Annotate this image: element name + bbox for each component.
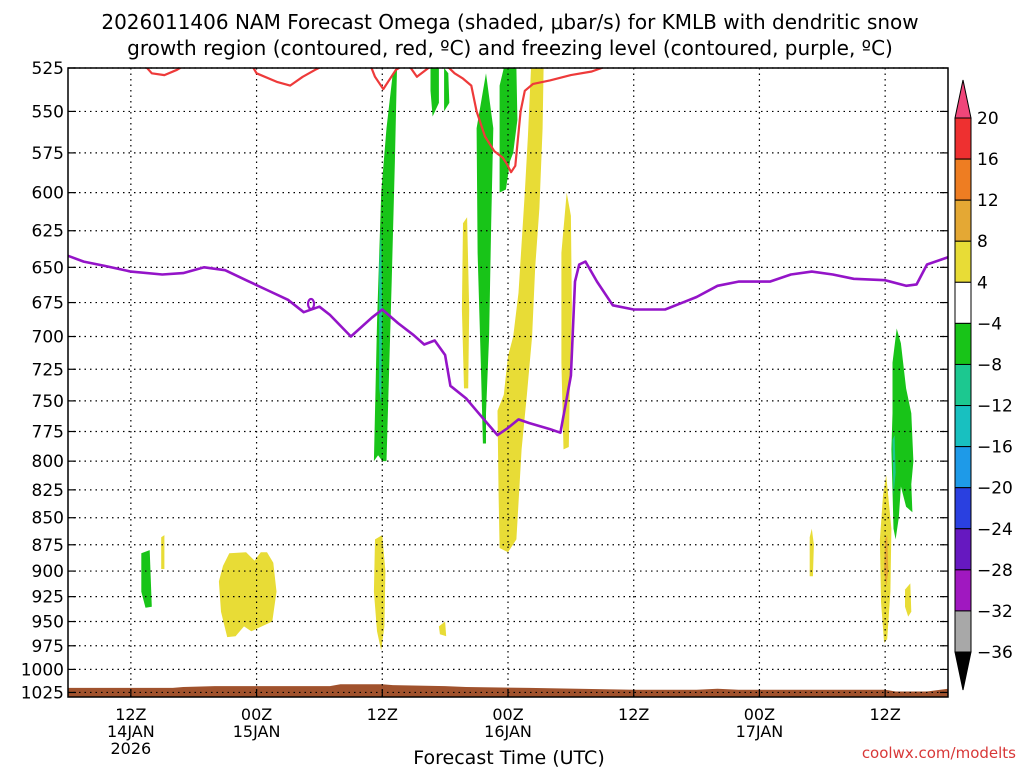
x-tick-label: 15JAN bbox=[233, 722, 281, 741]
x-tick-label: 2026 bbox=[110, 739, 151, 758]
colorbar-swatch bbox=[954, 158, 972, 201]
colorbar-swatch bbox=[954, 240, 972, 283]
y-tick-label: 725 bbox=[32, 360, 64, 380]
chart-title: 2026011406 NAM Forecast Omega (shaded, μ… bbox=[101, 10, 918, 60]
freezing-level-loop bbox=[306, 297, 316, 311]
colorbar-label: 12 bbox=[977, 191, 999, 211]
y-tick-label: 625 bbox=[32, 222, 64, 242]
x-tick-label: 17JAN bbox=[736, 722, 784, 741]
colorbar-label: −28 bbox=[977, 561, 1013, 581]
dendritic-growth-contour bbox=[447, 68, 605, 174]
omega-cell-yellow bbox=[905, 583, 912, 617]
y-tick-label: 1000 bbox=[21, 660, 64, 680]
colorbar-swatch bbox=[954, 446, 972, 489]
chart-title-line-2: growth region (contoured, red, ºC) and f… bbox=[127, 36, 893, 60]
y-tick-label: 700 bbox=[32, 328, 64, 348]
colorbar-label: −8 bbox=[977, 355, 1002, 375]
colorbar-bottom-arrow bbox=[954, 651, 972, 691]
y-tick-label: 550 bbox=[32, 102, 64, 122]
x-tick-label: 16JAN bbox=[484, 722, 532, 741]
y-tick-label: 600 bbox=[32, 184, 64, 204]
x-tick-label: 12Z bbox=[115, 705, 146, 724]
y-tick-label: 775 bbox=[32, 423, 64, 443]
credit-text: coolwx.com/modelts bbox=[862, 744, 1016, 762]
colorbar-swatch bbox=[954, 405, 972, 448]
colorbar-swatch bbox=[954, 117, 972, 160]
omega-cell-green bbox=[891, 328, 914, 540]
colorbar-swatch bbox=[954, 528, 972, 571]
x-tick-label: 12Z bbox=[618, 705, 649, 724]
colorbar-label: −36 bbox=[977, 643, 1013, 663]
omega-cell-yellow bbox=[161, 535, 165, 569]
colorbar-label: 4 bbox=[977, 273, 988, 293]
x-axis-label: Forecast Time (UTC) bbox=[413, 747, 604, 768]
colorbar-swatch bbox=[954, 322, 972, 365]
y-tick-label: 900 bbox=[32, 562, 64, 582]
colorbar-swatch bbox=[954, 363, 972, 407]
dendritic-growth-contour bbox=[252, 68, 322, 87]
omega-cell-yellow bbox=[438, 621, 447, 637]
y-tick-label: 800 bbox=[32, 452, 64, 472]
x-tick-label: 00Z bbox=[241, 705, 272, 724]
y-tick-label: 675 bbox=[32, 294, 64, 314]
colorbar-swatch bbox=[954, 569, 972, 612]
x-tick-label: 12Z bbox=[367, 705, 398, 724]
omega-cell-yellow bbox=[561, 192, 572, 450]
omega-cell-teal bbox=[379, 226, 383, 404]
dendritic-growth-contour bbox=[370, 68, 402, 91]
colorbar-top-arrow bbox=[954, 79, 972, 119]
y-tick-label: 925 bbox=[32, 588, 64, 608]
y-tick-label: 975 bbox=[32, 637, 64, 657]
x-tick-label: 00Z bbox=[492, 705, 523, 724]
y-tick-label: 650 bbox=[32, 258, 64, 278]
x-tick-label: 00Z bbox=[744, 705, 775, 724]
chart-title-line-1: 2026011406 NAM Forecast Omega (shaded, μ… bbox=[101, 10, 918, 34]
omega-cell-green bbox=[373, 68, 397, 462]
y-axis: 525 550 575 600 625 650 675 700 725 750 775 800 825 8… bbox=[21, 59, 948, 703]
y-tick-label: 950 bbox=[32, 613, 64, 633]
omega-cell-green bbox=[141, 550, 152, 608]
colorbar-swatch bbox=[954, 487, 972, 530]
y-tick-label: 575 bbox=[32, 144, 64, 164]
omega-cell-green bbox=[476, 73, 494, 444]
y-tick-label: 1025 bbox=[21, 683, 64, 703]
y-tick-label: 825 bbox=[32, 481, 64, 501]
omega-cell-yellow bbox=[373, 535, 386, 651]
colorbar-label: 8 bbox=[977, 232, 988, 252]
colorbar-label: 16 bbox=[977, 150, 999, 170]
y-tick-label: 875 bbox=[32, 536, 64, 556]
colorbar-label: −20 bbox=[977, 479, 1013, 499]
colorbar-label: −24 bbox=[977, 520, 1013, 540]
omega-cell-yellow bbox=[461, 217, 470, 389]
colorbar-swatch bbox=[954, 199, 972, 242]
omega-cell-green bbox=[444, 68, 450, 112]
omega-cell-yellow bbox=[809, 528, 814, 577]
y-tick-label: 750 bbox=[32, 392, 64, 412]
omega-cell-teal bbox=[892, 435, 896, 496]
grid-layer bbox=[68, 67, 948, 697]
y-tick-label: 850 bbox=[32, 509, 64, 529]
x-tick-label: 12Z bbox=[869, 705, 900, 724]
omega-shading-layer bbox=[141, 68, 914, 651]
colorbar-swatch bbox=[954, 281, 972, 324]
colorbar: 20 16 12 8 4 −4 −8 −12 −16 −20 −24 −28 −32 −36 bbox=[954, 79, 1013, 691]
dendritic-growth-contour bbox=[409, 68, 432, 78]
colorbar-label: −4 bbox=[977, 314, 1002, 334]
omega-cell-yellow bbox=[218, 552, 277, 638]
colorbar-swatch bbox=[954, 610, 972, 653]
y-tick-label: 525 bbox=[32, 59, 64, 79]
colorbar-label: 20 bbox=[977, 109, 999, 129]
colorbar-label: −16 bbox=[977, 438, 1013, 458]
colorbar-label: −32 bbox=[977, 602, 1013, 622]
colorbar-label: −12 bbox=[977, 397, 1013, 417]
x-tick-label: 14JAN bbox=[107, 722, 155, 741]
freezing-level-line bbox=[68, 254, 948, 437]
omega-cell-green bbox=[430, 68, 439, 117]
